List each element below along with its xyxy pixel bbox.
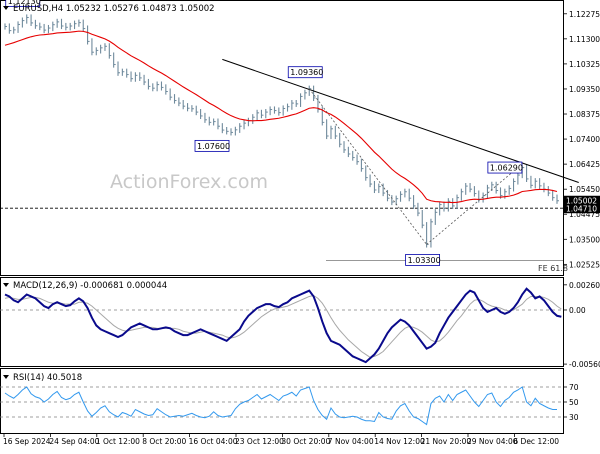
fib-projection-line bbox=[308, 88, 427, 245]
collapse-triangle-icon[interactable] bbox=[3, 6, 9, 10]
time-axis-label: 16 Sep 2024 bbox=[3, 437, 51, 446]
time-axis-label: 8 Oct 20:00 bbox=[142, 437, 186, 446]
collapse-triangle-icon[interactable] bbox=[3, 375, 9, 379]
rsi-panel-frame bbox=[0, 368, 564, 434]
watermark: ActionForex.com bbox=[110, 171, 268, 193]
time-axis-label: 21 Nov 20:00 bbox=[421, 437, 472, 446]
price-axis-tick-label: 1.05450 bbox=[569, 185, 600, 194]
price-layer: 1.12130 1.07600 1.09360 1.03300 1.06290 bbox=[0, 0, 579, 266]
current-price-label: 1.05002 bbox=[566, 196, 597, 205]
support-price-label: 1.04710 bbox=[566, 205, 597, 214]
price-axis-tick-label: 1.06425 bbox=[569, 160, 600, 169]
price-annotation-box bbox=[405, 254, 441, 266]
price-axis-tick-label: 1.12275 bbox=[569, 10, 600, 19]
time-axis-label: 24 Sep 04:00 bbox=[49, 437, 99, 446]
price-annotation-label: 1.06290 bbox=[490, 164, 523, 173]
time-axis-label: 16 Oct 04:00 bbox=[189, 437, 238, 446]
current-price-tag bbox=[564, 195, 600, 205]
price-axis-tick-label: 1.02525 bbox=[569, 260, 600, 269]
rsi-header: RSI(14) 40.5018 bbox=[3, 373, 82, 383]
moving-average-line bbox=[4, 30, 558, 204]
rsi-axis-tick-label: 30 bbox=[569, 413, 579, 422]
macd-header-text: MACD(12,26,9) -0.000681 0.000044 bbox=[13, 281, 167, 291]
price-axis-tick-label: 1.07400 bbox=[569, 135, 600, 144]
price-panel-frame bbox=[0, 0, 564, 276]
collapse-triangle-icon[interactable] bbox=[3, 283, 9, 287]
price-axis-tick-label: 1.10325 bbox=[569, 60, 600, 69]
macd-panel-frame bbox=[0, 277, 564, 367]
symbol-header: EURUSD,H4 1.05232 1.05276 1.04873 1.0500… bbox=[3, 4, 215, 14]
macd-layer bbox=[0, 287, 563, 364]
price-annotation-label: 1.09360 bbox=[290, 68, 323, 77]
price-axis-tick-label: 1.11300 bbox=[569, 35, 600, 44]
fe-label: FE 61.8 bbox=[538, 264, 568, 273]
rsi-axis-tick-label: 50 bbox=[569, 398, 579, 407]
price-axis-tick-label: 1.08375 bbox=[569, 110, 600, 119]
time-axis-label: 30 Oct 20:00 bbox=[281, 437, 330, 446]
price-axis-tick-label: 1.09350 bbox=[569, 85, 600, 94]
support-price-tag bbox=[564, 204, 600, 214]
rsi-line bbox=[4, 386, 557, 426]
time-axis-label: 1 Oct 12:00 bbox=[96, 437, 140, 446]
macd-line bbox=[4, 287, 562, 364]
price-axis-tick-label: 1.04475 bbox=[569, 210, 600, 219]
price-annotation-label: 1.03300 bbox=[408, 256, 441, 265]
time-axis-label: 7 Nov 04:00 bbox=[328, 437, 374, 446]
macd-signal-line bbox=[4, 294, 562, 358]
time-axis-label: 6 Dec 12:00 bbox=[513, 437, 559, 446]
time-axis-label: 14 Nov 12:00 bbox=[374, 437, 425, 446]
price-annotation-box bbox=[194, 139, 230, 152]
macd-axis-tick-label: 0.002603 bbox=[569, 281, 600, 290]
symbol-header-text: EURUSD,H4 1.05232 1.05276 1.04873 1.0500… bbox=[13, 4, 215, 14]
price-annotation-label: 1.12130 bbox=[8, 0, 41, 6]
time-axis-label: 23 Oct 12:00 bbox=[235, 437, 284, 446]
time-axis-label: 29 Nov 04:00 bbox=[467, 437, 518, 446]
macd-axis-tick-label: 0.00 bbox=[569, 306, 586, 315]
price-annotation-box bbox=[487, 161, 523, 174]
axis-layer: 1.12275 1.11300 1.10325 1.09350 1.08375 1.074… bbox=[3, 10, 600, 446]
rsi-layer bbox=[0, 386, 563, 426]
price-annotation-box bbox=[5, 0, 41, 7]
macd-header: MACD(12,26,9) -0.000681 0.000044 bbox=[3, 281, 167, 291]
price-annotation-label: 1.07600 bbox=[197, 142, 230, 151]
macd-axis-tick-label: -0.005604 bbox=[569, 360, 600, 369]
price-annotation-box bbox=[287, 66, 323, 79]
price-axis-tick-label: 1.03500 bbox=[569, 235, 600, 244]
rsi-axis-tick-label: 70 bbox=[569, 383, 579, 392]
rsi-header-text: RSI(14) 40.5018 bbox=[13, 373, 82, 383]
